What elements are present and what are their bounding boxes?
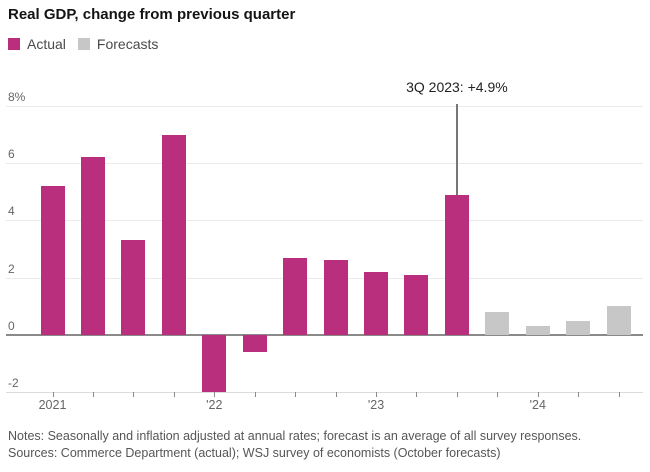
- bar-actual-2q-2021: [80, 157, 105, 335]
- x-tick: [52, 392, 54, 397]
- y-tick-label: 2: [8, 261, 15, 276]
- gridline: [6, 106, 643, 107]
- x-tick: [214, 392, 216, 397]
- x-tick: [335, 392, 337, 397]
- bar-forecast-3q-2024: [606, 306, 631, 335]
- x-tick: [173, 392, 175, 397]
- bar-forecast-1q-2024: [525, 326, 550, 335]
- x-tick: [254, 392, 256, 397]
- x-tick: [92, 392, 94, 397]
- sources-text: Sources: Commerce Department (actual); W…: [8, 446, 501, 460]
- legend: Actual Forecasts: [8, 36, 158, 52]
- legend-item-forecasts: Forecasts: [77, 36, 159, 52]
- x-tick: [456, 392, 458, 397]
- x-tick: [578, 392, 580, 397]
- x-year-label-23: '23: [367, 398, 385, 412]
- bar-actual-3q-2023: [444, 194, 469, 335]
- bar-actual-1q-2022: [202, 334, 227, 392]
- page-title: Real GDP, change from previous quarter: [8, 6, 296, 23]
- zero-line: [6, 334, 643, 337]
- x-tick: [618, 392, 620, 397]
- gridline: [6, 163, 643, 165]
- y-tick-label: -2: [8, 376, 19, 390]
- legend-label-forecasts: Forecasts: [96, 36, 159, 52]
- x-tick: [376, 392, 378, 397]
- bar-forecast-2q-2024: [566, 320, 591, 335]
- y-tick-label: 4: [8, 204, 15, 219]
- legend-label-actual: Actual: [27, 36, 66, 52]
- y-tick-label: 8%: [8, 90, 26, 104]
- annotation-label: 3Q 2023: +4.9%: [406, 79, 508, 95]
- bar-actual-3q-2022: [283, 257, 308, 335]
- bar-actual-4q-2021: [161, 134, 186, 335]
- x-axis-line: [6, 392, 643, 393]
- notes-text: Notes: Seasonally and inflation adjusted…: [8, 429, 582, 443]
- bar-forecast-4q-2023: [485, 311, 510, 335]
- x-tick: [537, 392, 539, 397]
- bar-actual-4q-2022: [323, 260, 348, 335]
- bar-actual-2q-2023: [404, 274, 429, 335]
- x-year-label-22: '22: [206, 398, 223, 412]
- x-year-label-24: '24: [529, 398, 546, 412]
- annotation-line: [456, 104, 458, 195]
- x-tick: [133, 392, 135, 397]
- forecasts-swatch-icon: [77, 38, 90, 50]
- x-tick: [295, 392, 297, 397]
- actual-swatch-icon: [8, 38, 20, 50]
- bar-actual-3q-2021: [121, 240, 146, 335]
- bar-actual-1q-2023: [364, 271, 389, 335]
- x-year-label-2021: 2021: [38, 398, 67, 412]
- y-tick-label: 6: [8, 147, 15, 162]
- x-tick: [497, 392, 499, 397]
- bar-actual-2q-2022: [242, 334, 267, 352]
- legend-item-actual: Actual: [8, 36, 66, 52]
- x-tick: [416, 392, 418, 397]
- bar-actual-1q-2021: [40, 186, 65, 335]
- gridline: [6, 220, 643, 222]
- y-tick-label: 0: [8, 318, 15, 333]
